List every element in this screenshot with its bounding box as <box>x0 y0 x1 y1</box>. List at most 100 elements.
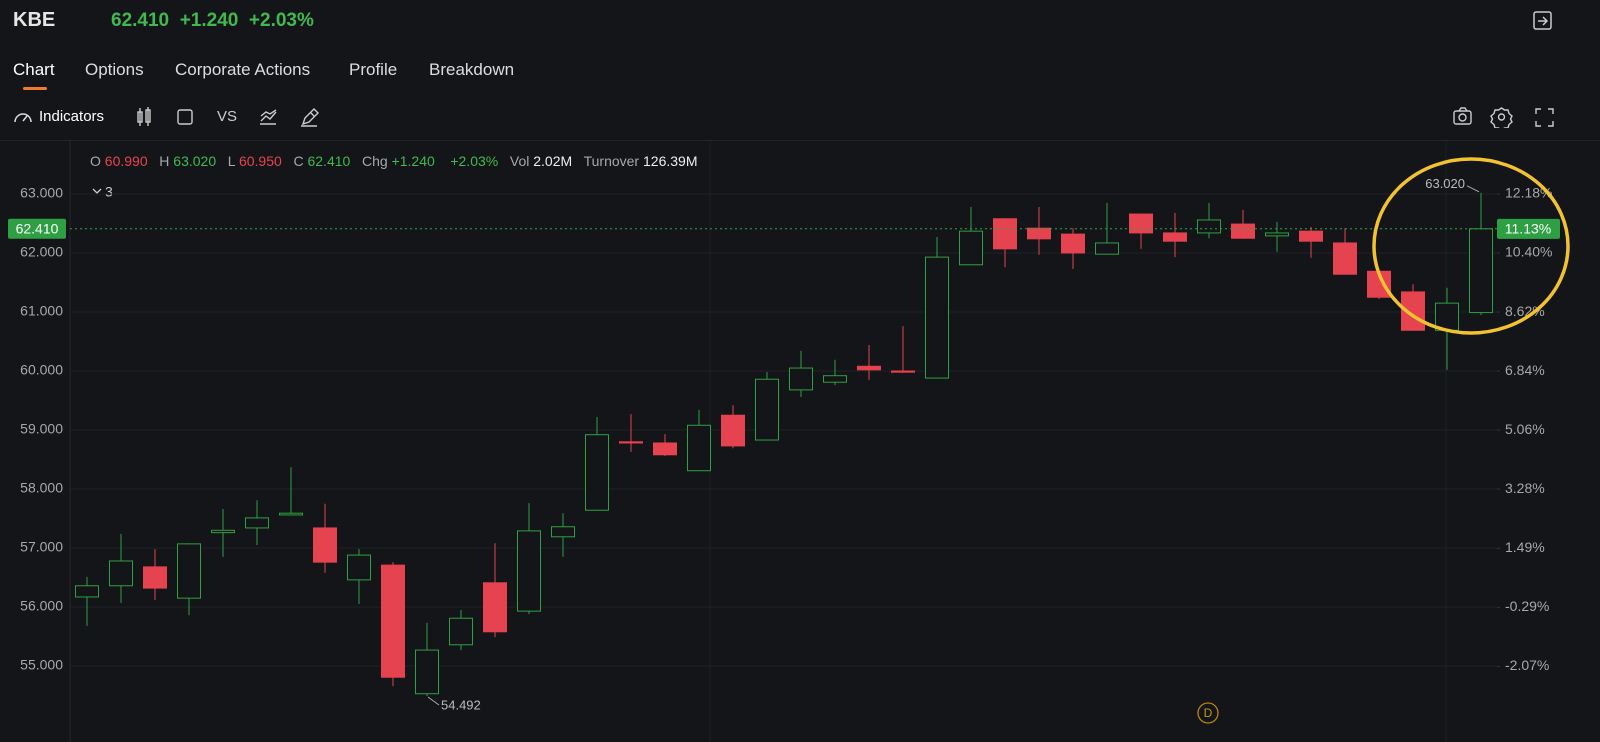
indicators-button[interactable]: Indicators <box>39 108 105 125</box>
candle-body <box>177 543 201 599</box>
indicator-count: 3 <box>105 184 113 200</box>
tab[interactable]: Breakdown <box>429 60 515 79</box>
info-label: C <box>293 153 304 169</box>
candle-body <box>1129 213 1153 234</box>
info-label: L <box>227 153 236 169</box>
candle-body <box>721 414 745 447</box>
candle-body <box>1231 223 1255 239</box>
info-value: 2.02M <box>533 153 573 169</box>
candle-body <box>109 560 133 587</box>
last-change-tag <box>1497 218 1560 239</box>
y2-tick-label: 6.84% <box>1505 362 1545 378</box>
candle-body <box>415 649 439 695</box>
y2-tick-label: 12.18% <box>1505 185 1552 201</box>
candle-body <box>1265 232 1289 237</box>
candle-body <box>925 256 949 379</box>
y2-tick-label: -0.29% <box>1505 598 1549 614</box>
dividend-label: D <box>1204 706 1213 720</box>
plot: 55.000 56.000 57.000 58.000 59.000 60.000 61.0… <box>8 176 1560 712</box>
y-tick-label: 63.000 <box>20 185 63 201</box>
highlight-circle <box>1372 157 1570 335</box>
candle-body <box>211 529 235 534</box>
info-value: 62.410 <box>307 153 351 169</box>
candle-body <box>959 230 983 266</box>
info-value: 126.39M <box>643 153 698 169</box>
candle-body <box>619 441 643 444</box>
low-label: 54.492 <box>441 697 481 712</box>
ohlc-info: O 60.990 H 63.020 L 60.950 C 62.410 Chg … <box>90 153 697 169</box>
candle-body <box>245 517 269 529</box>
candle-body <box>517 530 541 612</box>
candle-body <box>1027 227 1051 240</box>
candle-body <box>993 218 1017 250</box>
candle-body <box>1299 230 1323 242</box>
candle-body <box>1435 302 1459 331</box>
symbol: KBE <box>13 9 56 31</box>
last-price-label: 62.410 <box>16 221 59 237</box>
last-change-label: 11.13% <box>1505 221 1551 237</box>
candle-body <box>653 442 677 456</box>
candle-body <box>347 554 371 581</box>
info-label: Vol <box>509 153 530 169</box>
high-label: 63.020 <box>1425 176 1465 191</box>
candle-body <box>381 564 405 678</box>
y2-tick-label: 1.49% <box>1505 539 1545 555</box>
candle-body <box>75 585 99 598</box>
info-label: H <box>159 153 170 169</box>
candle-body <box>891 370 915 373</box>
quote: 62.410 +1.240 +2.03% <box>111 10 314 32</box>
tab[interactable]: Corporate Actions <box>175 60 311 79</box>
candle-body <box>585 434 609 511</box>
change: +1.240 <box>179 10 239 31</box>
y2-tick-label: 5.06% <box>1505 421 1545 437</box>
y-tick-label: 61.000 <box>20 303 63 319</box>
y-tick-label: 59.000 <box>20 421 63 437</box>
candle-body <box>857 365 881 371</box>
candle-body <box>1061 233 1085 254</box>
y-tick-label: 62.000 <box>20 244 63 260</box>
candle-body <box>483 582 507 633</box>
candle-body <box>551 526 575 538</box>
candle-body <box>687 424 711 472</box>
indicators-icon[interactable] <box>13 107 33 127</box>
tool-icons[interactable] <box>135 106 325 128</box>
candle-body <box>313 527 337 563</box>
info-label: Chg <box>361 153 388 169</box>
candle-body <box>1469 228 1493 314</box>
candle-body <box>1333 242 1357 275</box>
candle-body <box>1163 232 1187 242</box>
collapse-icon[interactable] <box>92 188 102 194</box>
candle-body <box>1197 219 1221 234</box>
y-tick-label: 58.000 <box>20 480 63 496</box>
y2-tick-label: 3.28% <box>1505 480 1545 496</box>
info-value: +1.240 <box>391 153 435 169</box>
low-leader <box>427 696 440 706</box>
tab[interactable]: Chart <box>13 60 55 79</box>
info-value: 60.990 <box>104 153 148 169</box>
tab[interactable]: Options <box>85 60 144 79</box>
dividend-marker[interactable] <box>1197 702 1219 724</box>
info-value: 60.950 <box>238 153 282 169</box>
candle-body <box>789 367 813 391</box>
y-tick-label: 60.000 <box>20 362 63 378</box>
exit-icon[interactable] <box>1533 11 1553 31</box>
compare-button[interactable]: VS <box>217 108 238 125</box>
info-label: Turnover <box>583 153 640 169</box>
y-tick-label: 57.000 <box>20 539 63 555</box>
candle-body <box>449 617 473 646</box>
y2-tick-label: -2.07% <box>1505 657 1549 673</box>
last-price-tag <box>8 218 66 239</box>
y-tick-label: 55.000 <box>20 657 63 673</box>
info-label: O <box>90 153 101 169</box>
info-value: 63.020 <box>173 153 217 169</box>
y-tick-label: 56.000 <box>20 598 63 614</box>
y2-tick-label: 8.62% <box>1505 303 1545 319</box>
tab-underline <box>23 87 47 90</box>
candle-body <box>823 375 847 383</box>
tab[interactable]: Profile <box>349 60 398 79</box>
right-tool-icons[interactable] <box>1452 106 1556 128</box>
info-value: +2.03% <box>450 153 499 169</box>
divider <box>0 140 1600 141</box>
